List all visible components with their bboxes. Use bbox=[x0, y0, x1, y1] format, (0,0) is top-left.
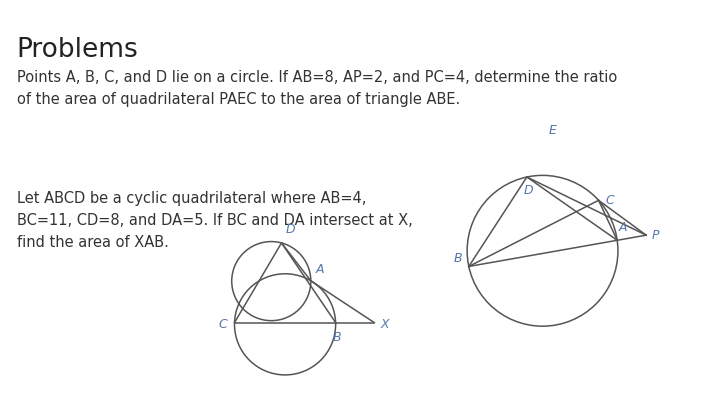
Text: A: A bbox=[619, 221, 628, 234]
Text: E: E bbox=[549, 124, 557, 137]
Text: C: C bbox=[605, 194, 613, 207]
Text: C: C bbox=[218, 318, 228, 331]
Text: Points A, B, C, and D lie on a circle. If AB=8, AP=2, and PC=4, determine the ra: Points A, B, C, and D lie on a circle. I… bbox=[17, 70, 617, 107]
Text: A: A bbox=[315, 263, 324, 276]
Text: D: D bbox=[524, 184, 534, 197]
Text: D: D bbox=[285, 223, 294, 236]
Text: Let ABCD be a cyclic quadrilateral where AB=4,
BC=11, CD=8, and DA=5. If BC and : Let ABCD be a cyclic quadrilateral where… bbox=[17, 191, 413, 250]
Text: B: B bbox=[333, 331, 342, 344]
Text: P: P bbox=[652, 229, 660, 242]
Text: X: X bbox=[381, 318, 390, 331]
Text: B: B bbox=[454, 252, 462, 264]
Text: Problems: Problems bbox=[17, 36, 138, 62]
